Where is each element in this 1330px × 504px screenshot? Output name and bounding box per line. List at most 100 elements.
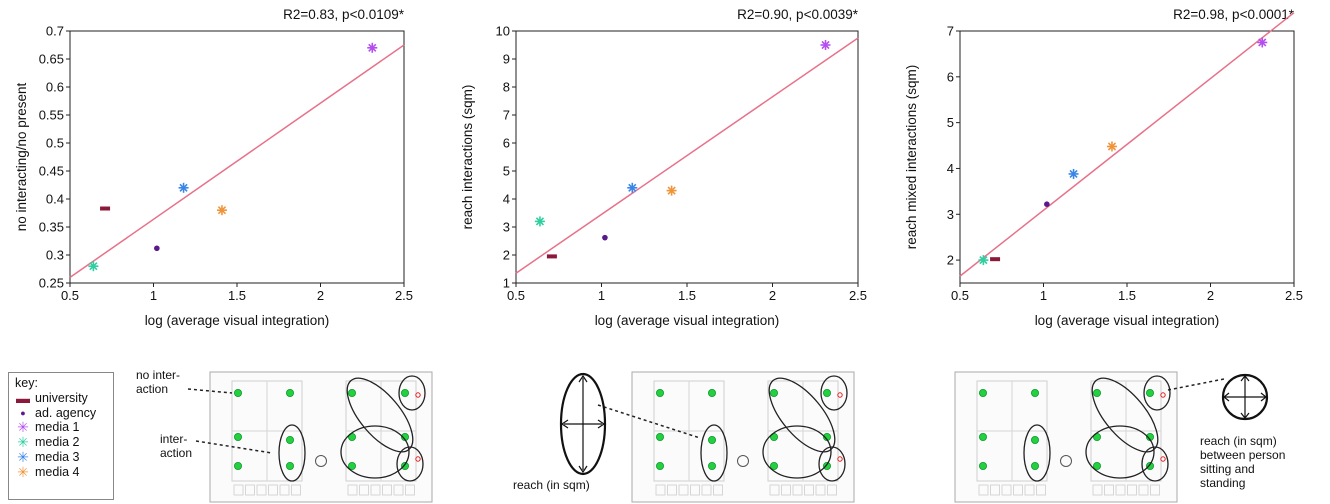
data-point-media-4-stroke	[217, 206, 227, 215]
y-tick-label: 0.25	[39, 276, 64, 291]
y-tick-label: 5	[947, 115, 954, 130]
reach-circle-icon	[1221, 373, 1269, 421]
note-reach-between-line3: sitting and	[1200, 462, 1255, 476]
chair-outline	[1092, 484, 1103, 496]
scatter-chart-3: 0.5 1 1.5 2 2.5 2 3 4 5 6 7 log (average visual int…	[904, 7, 1303, 328]
chair-outline	[827, 484, 837, 496]
data-point-media-2-stroke	[535, 217, 545, 226]
y-tick-label: 0.6	[46, 80, 64, 95]
y-tick-label: 0.7	[46, 24, 64, 39]
interaction-ellipse	[1091, 377, 1159, 453]
chair-outline	[690, 484, 700, 496]
x-tick-label: 1.5	[1118, 288, 1136, 303]
data-point-media-2	[534, 216, 545, 227]
interaction-ellipse	[1143, 375, 1171, 411]
floorplan-1	[209, 371, 433, 503]
reach-circle-arrowheads	[1223, 375, 1267, 419]
legend-entry-label: university	[35, 390, 88, 405]
chair-outline	[1013, 484, 1023, 496]
chair-outline	[815, 484, 826, 496]
interaction-ellipse	[396, 446, 424, 482]
chair-outline	[1138, 484, 1149, 496]
reach-arrowheads	[560, 374, 606, 474]
x-axis-label: log (average visual integration)	[1035, 313, 1220, 328]
chair-outline	[291, 484, 301, 496]
x-tick-label: 2	[1207, 288, 1214, 303]
chair-outline	[804, 484, 814, 496]
y-tick-label: 0.55	[39, 108, 64, 123]
legend-title: key:	[15, 376, 38, 390]
chair-outline	[1127, 484, 1137, 496]
y-tick-label: 3	[947, 207, 954, 222]
note-reach-between-line2: between person	[1200, 448, 1286, 462]
interaction-ellipse	[1141, 446, 1169, 482]
x-tick-label: 0.5	[507, 288, 525, 303]
red-node	[1160, 392, 1166, 398]
person-node	[656, 388, 665, 397]
note-interaction: inter- action	[160, 432, 192, 460]
chair-outline	[233, 484, 244, 496]
chair-outline	[347, 484, 358, 496]
person-node	[770, 461, 779, 470]
leader-interaction	[195, 440, 273, 454]
data-point-ad-agency	[1044, 201, 1050, 207]
legend-entry: ✳ media 1	[15, 420, 107, 435]
plot-frame	[515, 30, 859, 284]
chair-outline	[713, 484, 723, 496]
person-node	[233, 388, 242, 397]
y-tick-label: 6	[503, 136, 510, 151]
person-node	[823, 388, 832, 397]
red-node	[1160, 456, 1166, 462]
data-point-media-3	[627, 182, 638, 193]
person-node	[656, 432, 665, 441]
charts-group: 0.5 1 1.5 2 2.50.250.30.350.40.450.50.550.60…	[14, 7, 1303, 328]
x-tick-label: 1.5	[678, 288, 696, 303]
y-tick-label: 6	[947, 69, 954, 84]
person-node	[979, 432, 988, 441]
person-node	[1031, 388, 1040, 397]
x-tick-label: 1	[150, 288, 157, 303]
chair-outline	[701, 484, 712, 496]
legend-marker-icon: ✳	[17, 448, 29, 465]
person-node	[979, 461, 988, 470]
chair-outline	[1036, 484, 1046, 496]
data-point-media-2-stroke	[979, 255, 988, 265]
data-point-university	[990, 257, 1001, 262]
plot-frame	[959, 30, 1295, 284]
note-reach-between-line4: standing	[1200, 476, 1246, 490]
legend-entry: ✳ media 4	[15, 464, 107, 480]
y-axis-label: reach mixed interactions (sqm)	[904, 65, 919, 250]
note-interaction-line1: inter-	[160, 432, 188, 446]
interaction-ellipse	[398, 375, 426, 411]
red-node	[837, 456, 843, 462]
chair-outline	[1115, 484, 1126, 496]
chair-outline	[1150, 484, 1160, 496]
x-tick-label: 1	[1040, 288, 1047, 303]
reach-ellipse-icon	[559, 372, 607, 476]
chair-outline	[245, 484, 255, 496]
chair-outline	[382, 484, 392, 496]
note-reach-label: reach (in sqm)	[513, 478, 590, 492]
data-point-media-1-stroke	[368, 43, 377, 52]
person-node	[1146, 388, 1155, 397]
x-tick-label: 2.5	[849, 288, 867, 303]
floorplan-2	[631, 371, 855, 503]
y-tick-label: 0.35	[39, 220, 64, 235]
chair-outline	[781, 484, 791, 496]
interaction-ellipse	[762, 425, 832, 479]
floorplan-frame	[209, 371, 433, 503]
person-node	[708, 388, 717, 397]
data-point-ad-agency	[154, 245, 160, 252]
chair-outline	[990, 484, 1000, 496]
chair-outline	[1024, 484, 1035, 496]
data-point-ad-agency	[602, 234, 608, 241]
chair-outline	[1001, 484, 1012, 496]
y-tick-label: 7	[503, 108, 510, 123]
reach-circle-outline	[1221, 373, 1269, 421]
x-tick-label: 2	[317, 288, 324, 303]
note-reach: reach (in sqm)	[513, 478, 590, 492]
interaction-ellipse	[818, 446, 846, 482]
interaction-ellipse	[1085, 425, 1155, 479]
